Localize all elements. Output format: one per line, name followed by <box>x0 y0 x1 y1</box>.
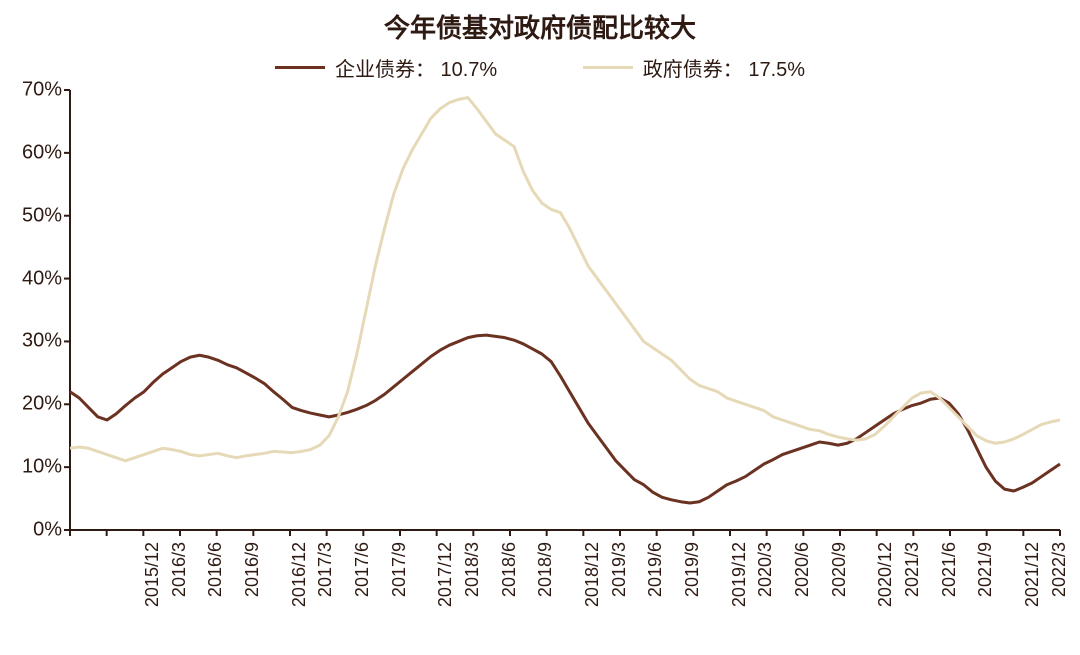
legend: 企业债券： 10.7% 政府债券： 17.5% <box>0 52 1080 82</box>
x-tick-label: 2018/9 <box>535 542 556 597</box>
x-tick-label: 2019/6 <box>645 542 666 597</box>
x-tick-label: 2020/6 <box>792 542 813 597</box>
legend-label-government: 政府债券： 17.5% <box>643 53 805 82</box>
x-tick-label: 2022/3 <box>1049 542 1070 597</box>
x-tick-label: 2019/3 <box>609 542 630 597</box>
x-tick-label: 2019/12 <box>729 542 750 607</box>
x-tick-label: 2016/9 <box>242 542 263 597</box>
x-tick-label: 2015/12 <box>142 542 163 607</box>
y-tick-label: 30% <box>6 330 62 353</box>
y-tick-label: 0% <box>6 519 62 542</box>
legend-label-corporate: 企业债券： 10.7% <box>335 53 497 82</box>
x-tick-label: 2017/3 <box>315 542 336 597</box>
y-tick-label: 70% <box>6 79 62 102</box>
x-tick-label: 2021/3 <box>902 542 923 597</box>
plot-area <box>70 90 1060 530</box>
y-tick-label: 10% <box>6 456 62 479</box>
y-tick-label: 50% <box>6 204 62 227</box>
x-tick-label: 2017/9 <box>389 542 410 597</box>
y-tick-label: 20% <box>6 393 62 416</box>
y-tick-label: 40% <box>6 267 62 290</box>
x-tick-label: 2021/6 <box>939 542 960 597</box>
x-tick-label: 2017/6 <box>352 542 373 597</box>
x-tick-label: 2018/6 <box>499 542 520 597</box>
x-tick-label: 2016/12 <box>289 542 310 607</box>
legend-swatch-corporate <box>275 66 325 69</box>
chart-container: 今年债基对政府债配比较大 企业债券： 10.7% 政府债券： 17.5% 0% 1… <box>0 0 1080 655</box>
legend-item-corporate: 企业债券： 10.7% <box>275 53 497 82</box>
x-tick-label: 2018/3 <box>462 542 483 597</box>
y-tick-label: 60% <box>6 141 62 164</box>
x-tick-label: 2020/3 <box>755 542 776 597</box>
series-企业债券 <box>70 335 1060 503</box>
x-tick-label: 2016/3 <box>169 542 190 597</box>
x-tick-label: 2020/9 <box>829 542 850 597</box>
x-tick-label: 2016/6 <box>205 542 226 597</box>
plot-svg <box>70 90 1060 530</box>
legend-swatch-government <box>583 66 633 69</box>
legend-item-government: 政府债券： 17.5% <box>583 53 805 82</box>
x-tick-label: 2021/9 <box>975 542 996 597</box>
x-tick-label: 2020/12 <box>875 542 896 607</box>
chart-title: 今年债基对政府债配比较大 <box>0 8 1080 45</box>
x-tick-label: 2018/12 <box>582 542 603 607</box>
x-tick-label: 2017/12 <box>435 542 456 607</box>
x-tick-label: 2019/9 <box>682 542 703 597</box>
x-tick-label: 2021/12 <box>1022 542 1043 607</box>
